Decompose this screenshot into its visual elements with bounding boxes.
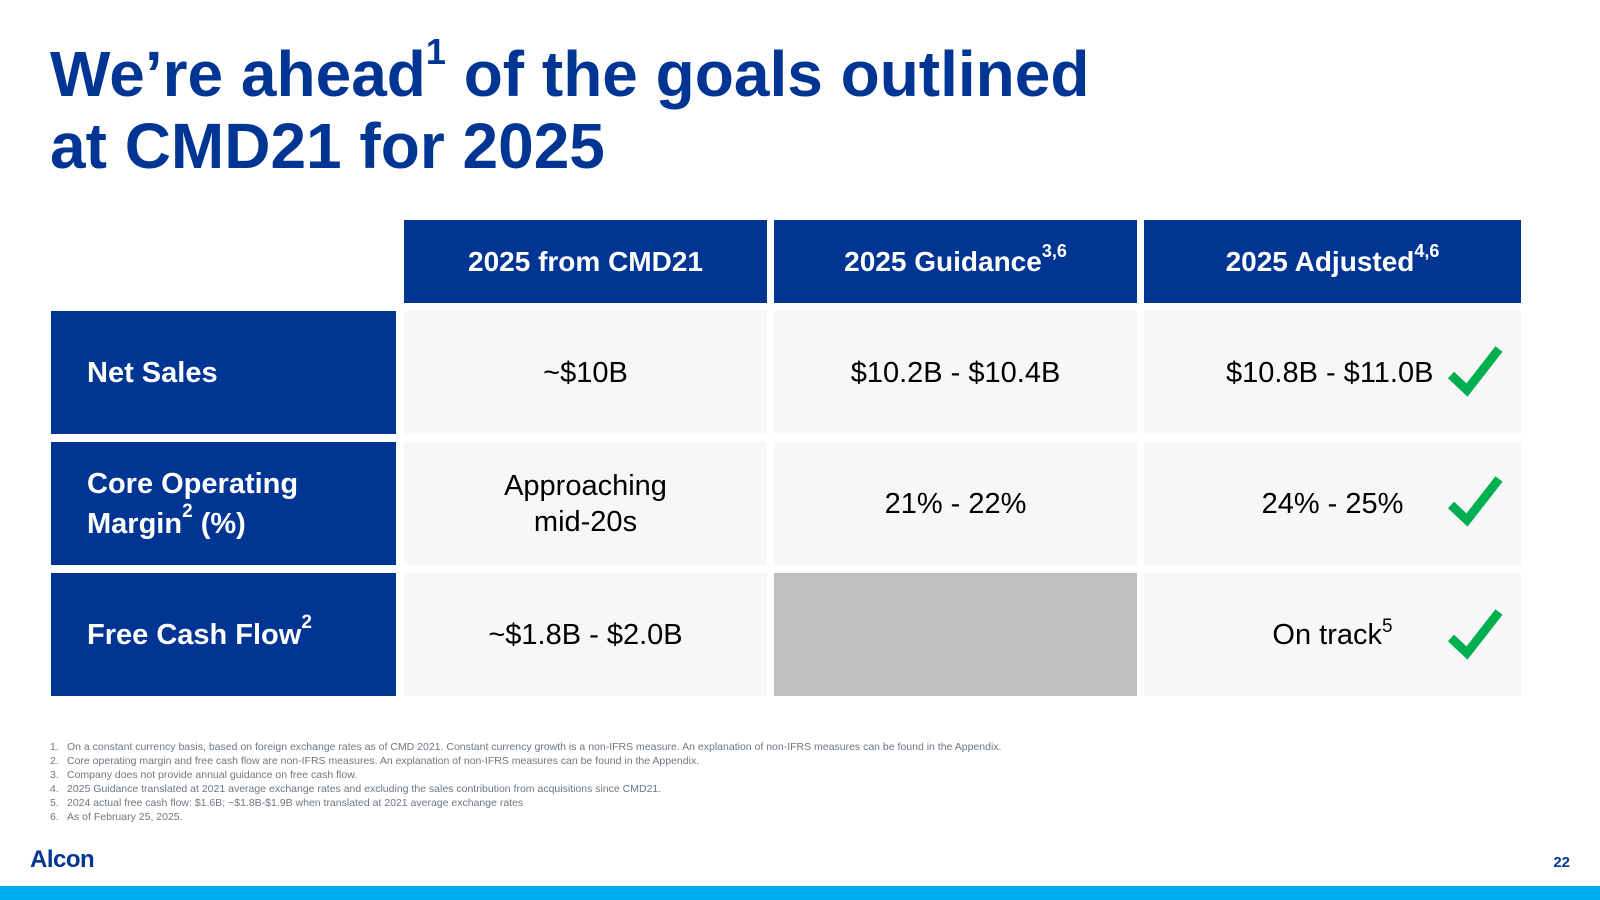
footnote: 6. As of February 25, 2025. (50, 811, 183, 823)
table-cell: 21% - 22% (774, 442, 1137, 565)
check-icon (1447, 346, 1503, 397)
title-text: We’re ahead (50, 38, 426, 110)
footnote: 3. Company does not provide annual guidan… (50, 769, 358, 781)
check-icon (1447, 609, 1503, 660)
column-header-adjusted: 2025 Adjusted4,6 (1144, 220, 1521, 303)
table-cell: Approaching mid-20s (404, 442, 767, 565)
row-label-free-cash-flow: Free Cash Flow2 (51, 573, 396, 696)
title-footnote-marker: 1 (425, 31, 446, 72)
table-cell: $10.8B - $11.0B (1144, 311, 1521, 434)
alcon-logo: Alcon (30, 846, 95, 873)
table-cell: ~$10B (404, 311, 767, 434)
page-number: 22 (1553, 854, 1570, 871)
table-cell: On track5 (1144, 573, 1521, 696)
footnote-marker: 5 (1382, 615, 1393, 637)
column-header-cmd21: 2025 from CMD21 (404, 220, 767, 303)
footnote-marker: 4,6 (1414, 240, 1440, 261)
table-cell: $10.2B - $10.4B (774, 311, 1137, 434)
row-label-net-sales: Net Sales (51, 311, 396, 434)
footnote-marker: 2 (301, 611, 312, 633)
footnote: 5. 2024 actual free cash flow: $1.6B; ~$1… (50, 797, 524, 809)
title-text: at CMD21 for 2025 (50, 110, 605, 182)
table-cell: 24% - 25% (1144, 442, 1521, 565)
footnote-marker: 2 (182, 500, 193, 522)
page-title: We’re ahead1 of the goals outlined at CM… (50, 34, 1090, 183)
title-text: of the goals outlined (445, 38, 1090, 110)
empty-table-cell (774, 573, 1137, 696)
footnote-marker: 3,6 (1041, 240, 1067, 261)
footnote: 2. Core operating margin and free cash fl… (50, 755, 700, 767)
row-label-core-operating-margin: Core Operating Margin2 (%) (51, 442, 396, 565)
column-header-guidance: 2025 Guidance3,6 (774, 220, 1137, 303)
table-cell: ~$1.8B - $2.0B (404, 573, 767, 696)
bottom-accent-bar (0, 886, 1600, 900)
footnote: 1. On a constant currency basis, based on… (50, 741, 1002, 753)
footnote: 4. 2025 Guidance translated at 2021 avera… (50, 783, 662, 795)
check-icon (1447, 476, 1503, 527)
footnotes: 1. On a constant currency basis, based on… (50, 740, 1001, 824)
